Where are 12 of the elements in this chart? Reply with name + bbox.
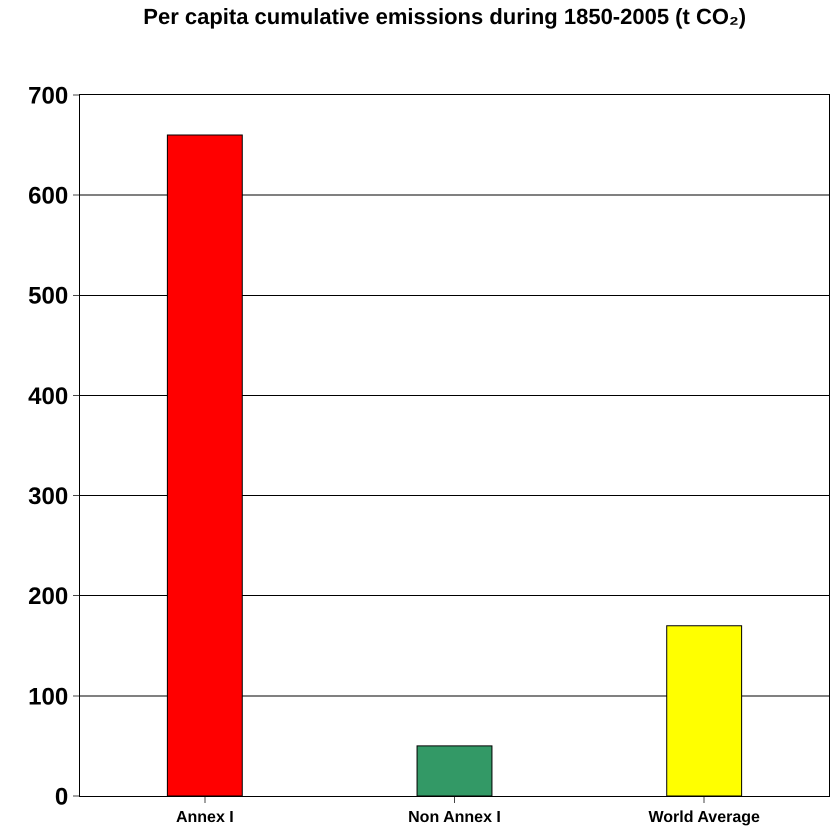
y-tick-label: 600: [28, 182, 68, 210]
y-tick-label: 0: [54, 783, 68, 810]
x-tick-label: World Average: [648, 809, 760, 826]
y-tick-label: 700: [28, 82, 68, 110]
y-tick-label: 400: [28, 382, 68, 410]
x-tick-label: Non Annex I: [408, 809, 501, 826]
y-tick-label: 500: [28, 282, 68, 310]
x-tick-label: Annex I: [176, 809, 234, 826]
y-tick-label: 100: [28, 683, 68, 710]
y-tick-label: 200: [28, 583, 68, 610]
y-tick-label: 300: [28, 482, 68, 510]
chart-title: Per capita cumulative emissions during 1850-2005 (t CO₂): [143, 4, 746, 29]
